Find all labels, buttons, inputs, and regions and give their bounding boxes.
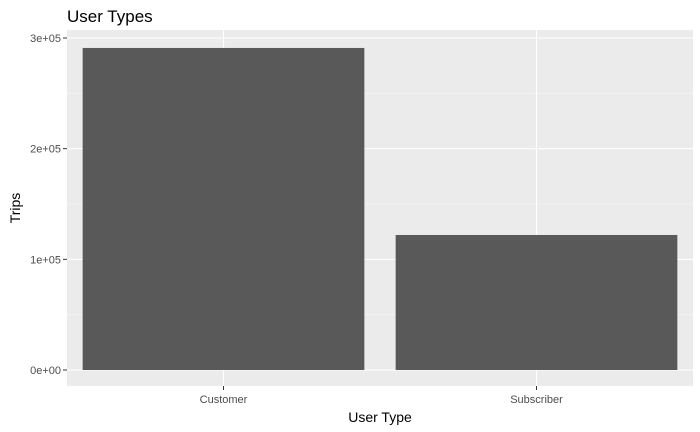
x-axis-title: User Type [348, 409, 412, 425]
x-tick-label: Customer [200, 394, 248, 406]
x-tick-label: Subscriber [510, 394, 563, 406]
y-tick-label: 0e+00 [30, 365, 61, 377]
bars-layer [82, 47, 678, 371]
y-tick-label: 1e+05 [30, 254, 61, 266]
y-tick-label: 2e+05 [30, 144, 61, 156]
y-axis: 0e+00 1e+05 2e+05 3e+05 [30, 33, 67, 377]
chart-title: User Types [67, 7, 153, 26]
bar-subscriber [395, 234, 678, 370]
y-axis-title: Trips [7, 193, 23, 224]
bar-customer [82, 47, 365, 371]
y-tick-label: 3e+05 [30, 33, 61, 45]
x-axis: Customer Subscriber [200, 386, 563, 406]
